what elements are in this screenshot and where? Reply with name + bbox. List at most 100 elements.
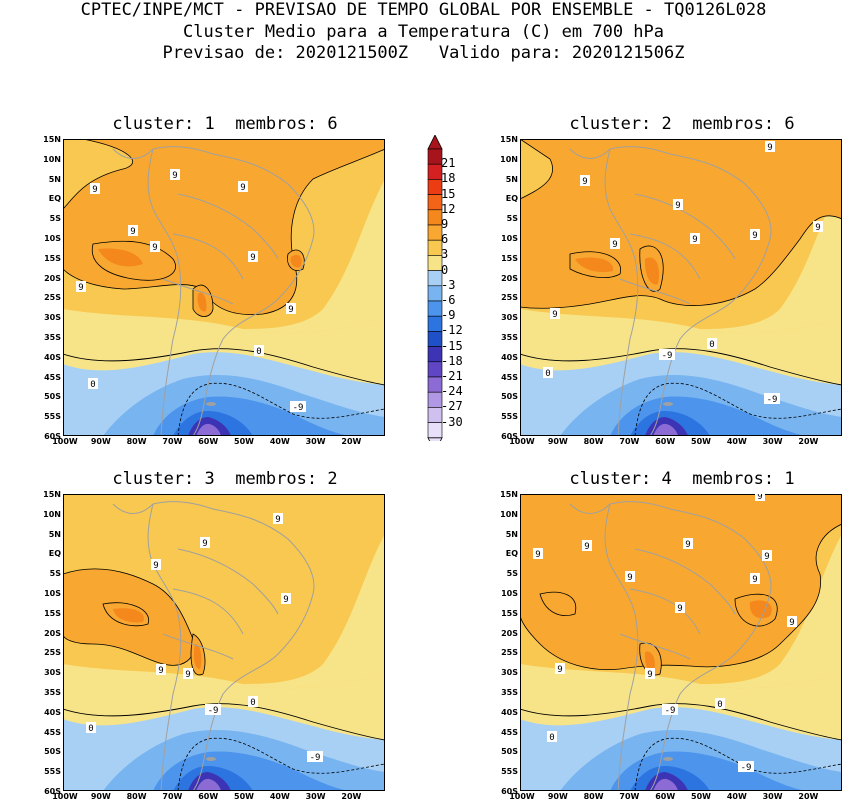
contour-label: 9 (128, 225, 138, 237)
svg-text:9: 9 (158, 666, 163, 676)
lat-tick-label: 30S (44, 668, 61, 678)
colorbar-swatch (427, 300, 443, 317)
colorbar-swatch (427, 422, 443, 439)
svg-text:9: 9 (582, 177, 587, 187)
coastline (619, 633, 691, 660)
colorbar-swatch (427, 376, 443, 393)
lat-tick-label: 45S (501, 372, 518, 382)
temperature-band (243, 179, 385, 334)
svg-text:0: 0 (709, 340, 714, 350)
lat-tick-label: 50S (501, 392, 518, 402)
svg-text:9: 9 (152, 243, 157, 253)
falkland-islands (206, 402, 216, 406)
svg-text:-9: -9 (767, 395, 778, 405)
contour-0-line (520, 348, 842, 386)
temperature-band (196, 423, 221, 436)
contour-label: 9 (286, 303, 296, 315)
temperature-band (653, 423, 678, 436)
contour-label: 9 (150, 241, 160, 253)
colorbar-level-label: 6 (441, 232, 449, 247)
colorbar-swatch (427, 361, 443, 378)
lat-tick-label: 5S (506, 214, 518, 224)
colorbar-level-label: -6 (441, 293, 456, 307)
svg-text:9: 9 (557, 665, 562, 675)
coastline (634, 193, 736, 260)
lat-tick-label: 45S (44, 727, 61, 737)
colorbar-swatch (427, 285, 443, 302)
lon-tick-label: 100W (509, 792, 535, 801)
contour-label: 9 (762, 550, 772, 562)
warm-core-region (749, 600, 772, 619)
lon-tick-label: 30W (305, 437, 326, 446)
lat-tick-label: 45S (44, 372, 61, 382)
lon-tick-label: 60W (198, 437, 219, 446)
lat-tick-label: 15S (501, 253, 518, 263)
temperature-map-2: 9 9 9 9 9 9 9 9 0 0 -9 -9 (520, 139, 842, 436)
svg-text:0: 0 (545, 369, 550, 379)
lat-tick-label: 5S (49, 569, 61, 579)
warm-core-region (197, 292, 207, 312)
contour-label: -9 (662, 704, 678, 716)
colorbar-swatch (427, 209, 443, 226)
colorbar-swatch (427, 315, 443, 332)
contour-label: 0 (88, 378, 98, 390)
svg-text:0: 0 (250, 698, 255, 708)
lat-tick-label: 30S (501, 668, 518, 678)
lat-tick-label: 10N (500, 509, 518, 519)
lat-tick-label: 40S (44, 352, 61, 362)
svg-text:9: 9 (535, 550, 540, 560)
lat-tick-label: 5N (48, 529, 61, 539)
svg-text:9: 9 (552, 310, 557, 320)
coastline (112, 148, 154, 159)
colorbar-swatch (427, 346, 443, 363)
svg-text:9: 9 (185, 670, 190, 680)
coastline (172, 233, 244, 280)
lat-tick-label: 5N (505, 174, 518, 184)
lat-tick-label: 45S (501, 727, 518, 737)
coastline (177, 193, 279, 260)
lat-tick-label: 50S (44, 747, 61, 757)
contour-label: 9 (550, 308, 560, 320)
falkland-islands (206, 757, 216, 761)
colorbar-level-label: 12 (441, 201, 456, 216)
lat-tick-label: 15S (44, 608, 61, 618)
colorbar-level-label: -9 (441, 308, 456, 323)
svg-text:-9: -9 (208, 706, 219, 716)
colorbar-swatch (427, 148, 443, 165)
coastline (604, 148, 639, 436)
svg-text:9: 9 (677, 604, 682, 614)
colorbar-swatch (427, 224, 443, 241)
lat-tick-label: 25S (501, 293, 518, 303)
contour-minus9-line (634, 737, 842, 791)
coastline (162, 633, 234, 660)
contour-minus9-line (634, 382, 842, 436)
lon-tick-label: 50W (691, 792, 711, 801)
colorbar-level-label: -24 (441, 384, 463, 399)
contour-label: 9 (156, 664, 166, 676)
warm-core-region (290, 254, 302, 268)
colorbar-level-label: -12 (441, 323, 463, 338)
contour-label: -9 (307, 751, 323, 763)
lat-tick-label: 20S (501, 628, 518, 638)
contour-label: 9 (76, 281, 86, 293)
lat-tick-label: 10S (44, 589, 61, 598)
coastline (629, 588, 701, 635)
lon-tick-label: 90W (547, 792, 568, 801)
colorbar-swatch (427, 391, 443, 408)
lat-tick-label: 25S (44, 648, 61, 658)
contour-label: 0 (254, 345, 264, 357)
lat-tick-label: 10N (43, 509, 61, 519)
colorbar-swatch (427, 255, 443, 271)
contour-label: 9 (273, 513, 283, 525)
colorbar-level-label: -3 (441, 277, 456, 292)
contour-label: 9 (750, 229, 760, 241)
map-panel-cluster-3: 9 9 9 9 9 9 0 0 -9 -9 (63, 494, 385, 791)
lon-tick-label: 60W (198, 792, 219, 801)
svg-text:9: 9 (92, 185, 97, 195)
colorbar-swatch (427, 270, 443, 287)
lon-tick-label: 90W (90, 792, 111, 801)
colorbar-level-label: -27 (441, 399, 463, 414)
lon-tick-label: 50W (234, 792, 254, 801)
lat-tick-label: 10S (501, 589, 518, 598)
coastline (609, 146, 772, 436)
